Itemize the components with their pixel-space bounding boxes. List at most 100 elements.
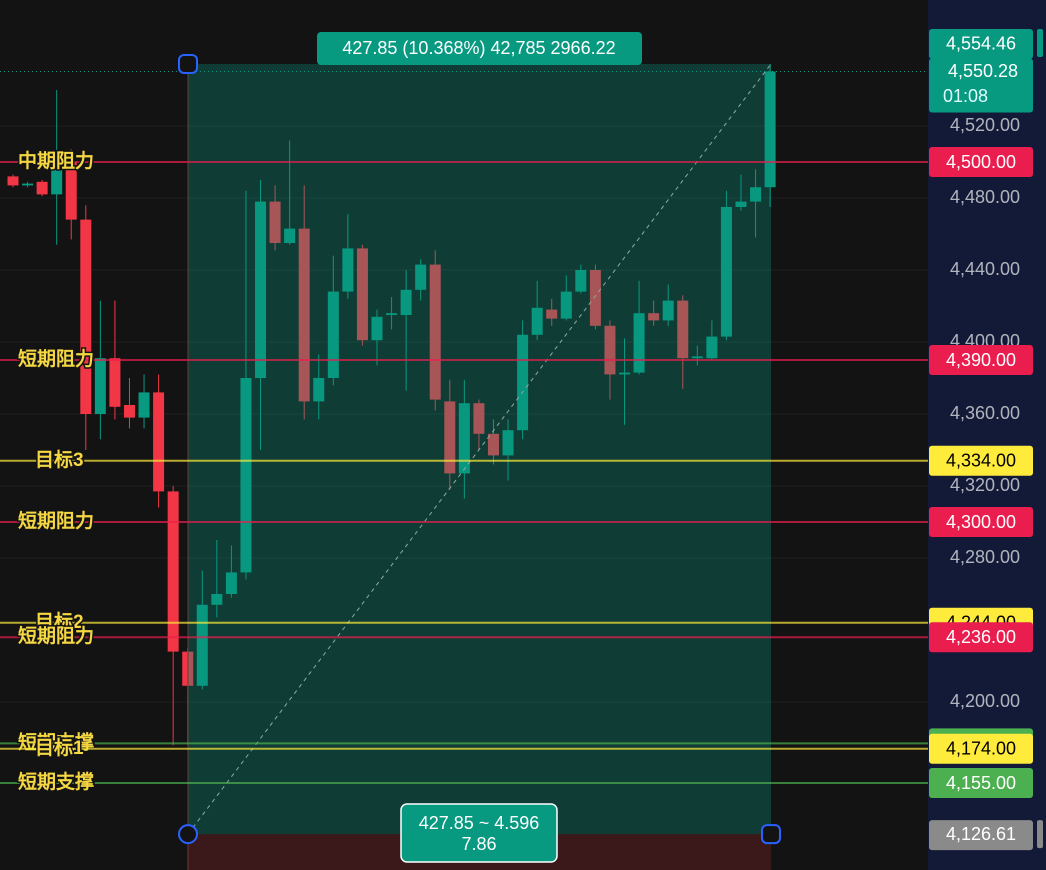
- candle-body: [371, 316, 383, 341]
- level-price-label: 4,390.00: [946, 350, 1016, 370]
- candle-body: [196, 604, 208, 686]
- candle-body: [487, 433, 499, 456]
- candle-body: [225, 572, 237, 595]
- level-price-label: 4,500.00: [946, 152, 1016, 172]
- candle-body: [167, 491, 179, 652]
- candle-body: [662, 300, 674, 321]
- candle-body: [429, 264, 441, 400]
- candle-body: [313, 378, 325, 402]
- level-price-badge: [929, 445, 1033, 476]
- level-label: 中期阻力: [18, 149, 94, 172]
- y-tick-label: 4,360.00: [950, 403, 1020, 423]
- level-label: 短期阻力: [18, 347, 94, 370]
- high-price-label: 4,554.46: [946, 34, 1016, 54]
- measure-top-badge: [317, 32, 642, 65]
- candle-body: [619, 372, 631, 375]
- candle-body: [735, 201, 747, 208]
- level-price-label: 4,300.00: [946, 512, 1016, 532]
- last-price-label: 4,550.28: [948, 61, 1018, 81]
- level-price-badge: [929, 507, 1033, 538]
- level-label: 短期支撑: [18, 770, 94, 793]
- candle-body: [677, 300, 689, 359]
- level-price-badge: [929, 733, 1033, 764]
- level-price-label: 4,155.00: [946, 773, 1016, 793]
- level-label: 目标2: [35, 611, 84, 633]
- measure-diagonal: [187, 63, 772, 835]
- measure-handle[interactable]: [178, 53, 198, 74]
- measure-bottom-badge: [400, 803, 558, 863]
- candle-body: [65, 162, 77, 220]
- candle-body: [575, 270, 587, 292]
- candle-body: [386, 313, 398, 316]
- candle-body: [444, 401, 456, 474]
- level-price-badge: [929, 768, 1033, 799]
- candle-body: [109, 358, 121, 407]
- y-tick-label: 4,520.00: [950, 115, 1020, 135]
- bottom-price-tab: [1037, 820, 1043, 849]
- candle-body: [589, 270, 601, 326]
- candle-body: [706, 336, 718, 359]
- candle-body: [80, 219, 92, 415]
- level-price-badge: [929, 147, 1033, 178]
- y-tick-label: 4,320.00: [950, 475, 1020, 495]
- y-tick-label: 4,440.00: [950, 259, 1020, 279]
- candle-body: [255, 201, 267, 379]
- candle-body: [138, 392, 150, 418]
- level-label: 短期支撑: [18, 730, 94, 753]
- level-price-label: 4,334.00: [946, 451, 1016, 471]
- candle-body: [720, 207, 732, 337]
- candle-body: [633, 313, 645, 373]
- measure-top-label: 427.85 (10.368%) 42,785 2966.22: [342, 38, 615, 58]
- last-price-badge: [929, 58, 1033, 113]
- level-price-label: 4,236.00: [946, 627, 1016, 647]
- high-price-tab: [1037, 28, 1043, 57]
- candle-body: [546, 309, 558, 319]
- candle-body: [473, 403, 485, 434]
- measure-handle[interactable]: [178, 824, 198, 845]
- candle-body: [51, 160, 63, 195]
- candle-body: [22, 183, 34, 186]
- level-price-label: 4,174.00: [946, 739, 1016, 759]
- y-tick-label: 4,200.00: [950, 691, 1020, 711]
- level-label: 短期阻力: [18, 509, 94, 532]
- candle-body: [648, 313, 660, 321]
- level-price-badge: [929, 622, 1033, 653]
- y-tick-label: 4,280.00: [950, 547, 1020, 567]
- countdown: 01:08: [943, 86, 988, 106]
- candle-body: [356, 248, 368, 341]
- candle-body: [269, 201, 281, 244]
- candle-body: [36, 181, 48, 195]
- candle-body: [240, 378, 252, 573]
- candle-body: [153, 392, 165, 492]
- price-axis-bg: [928, 0, 1046, 870]
- level-label: 短期阻力: [18, 624, 94, 647]
- measure-handle[interactable]: [761, 824, 781, 845]
- candle-body: [764, 71, 776, 188]
- level-label: 目标1: [35, 737, 84, 759]
- level-label: 目标3: [35, 449, 84, 471]
- bottom-price-badge: [929, 820, 1033, 851]
- candle-body: [691, 356, 703, 359]
- candle-body: [458, 403, 470, 474]
- bottom-price-label: 4,126.61: [946, 824, 1016, 844]
- measure-bottom-line2: 7.86: [461, 834, 496, 854]
- candle-body: [750, 187, 762, 202]
- y-tick-label: 4,480.00: [950, 187, 1020, 207]
- candle-body: [94, 358, 106, 415]
- candle-body: [7, 176, 19, 186]
- measure-bottom-line1: 427.85 ~ 4.596: [419, 813, 540, 833]
- candle-body: [531, 307, 543, 335]
- candle-body: [298, 228, 310, 402]
- candle-body: [123, 405, 135, 418]
- candle-body: [342, 248, 354, 292]
- high-price-badge: [929, 28, 1033, 59]
- candle-body: [211, 594, 223, 605]
- candle-body: [327, 291, 339, 379]
- candle-body: [415, 264, 427, 290]
- candle-body: [560, 291, 572, 319]
- candle-body: [284, 228, 296, 244]
- level-price-badge: [929, 345, 1033, 376]
- candle-body: [400, 289, 412, 316]
